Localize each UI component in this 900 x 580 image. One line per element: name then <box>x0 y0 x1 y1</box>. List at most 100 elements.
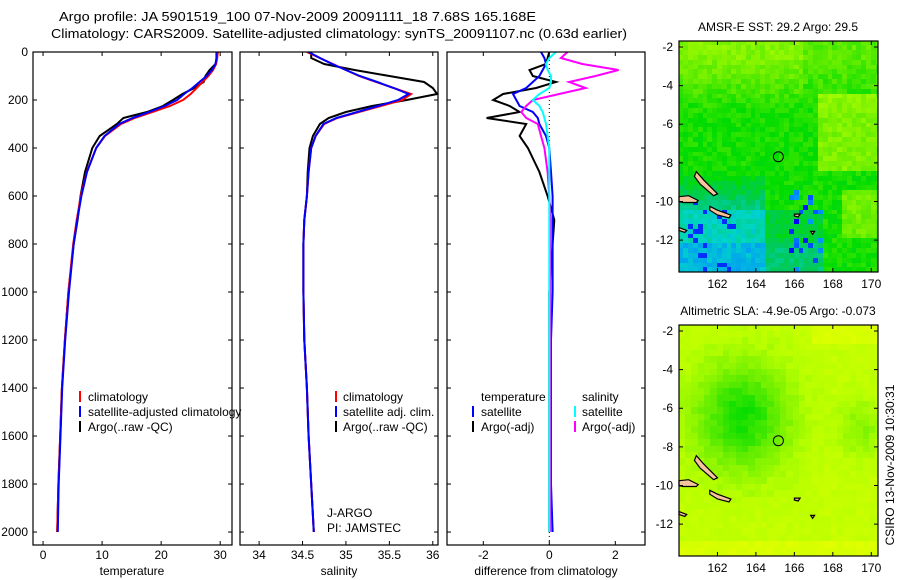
map-y-tick-label: -2 <box>662 324 673 338</box>
data-center-label: J-ARGO <box>327 506 372 520</box>
temperature-legend: climatology satellite-adjusted climatolo… <box>79 390 241 434</box>
sla-map-title: Altimetric SLA: -4.9e-05 Argo: -0.073 <box>680 304 876 318</box>
island-landmass <box>809 230 816 236</box>
map-y-tick-label: -8 <box>662 156 673 170</box>
island-landmass <box>709 205 732 219</box>
legend-marker-satellite <box>79 406 81 417</box>
map-x-tick-label: 168 <box>823 561 843 575</box>
legend-label: satellite <box>582 405 623 419</box>
map-x-tick-label: 164 <box>746 561 766 575</box>
legend-marker-climatology <box>79 391 81 402</box>
x-tick-label: 34.5 <box>291 548 315 562</box>
series-layer <box>56 52 619 545</box>
x-tick-label: 30 <box>214 548 228 562</box>
difference-series-salinity-satellite <box>531 52 557 532</box>
y-tick-label: 200 <box>8 93 28 107</box>
map-x-tick-label: 168 <box>823 277 843 291</box>
island-landmass <box>693 454 719 481</box>
map-x-tick-label: 162 <box>707 561 727 575</box>
salinity-series-group <box>302 52 438 533</box>
y-tick-label: 0 <box>21 45 28 59</box>
legend-label: Argo(-adj) <box>481 420 534 434</box>
y-tick-label: 400 <box>8 141 28 155</box>
island-landmass <box>678 510 688 518</box>
pi-label: PI: JAMSTEC <box>327 521 401 535</box>
legend-marker-argo <box>79 421 81 432</box>
legend-label: Argo(..raw -QC) <box>343 420 428 434</box>
temperature-series-satellite-adjusted-climatology <box>56 52 218 533</box>
island-landmass <box>693 170 719 197</box>
temperature-series-argo-raw-qc- <box>56 52 219 533</box>
x-tick-label: 2 <box>612 548 619 562</box>
legend-marker-climatology <box>335 391 337 402</box>
legend-header-salinity: salinity <box>582 390 619 404</box>
legend-marker-argo <box>335 421 337 432</box>
salinity-legend: climatology satellite adj. clim. Argo(..… <box>335 390 434 434</box>
difference-xlabel: difference from climatology <box>474 564 617 578</box>
map-y-tick-label: -10 <box>656 195 674 209</box>
map-y-tick-label: -4 <box>662 79 673 93</box>
sla-map-field <box>679 325 878 556</box>
sst-map-field <box>679 41 878 272</box>
island-landmass <box>793 213 802 218</box>
x-tick-label: 20 <box>154 548 168 562</box>
x-tick-label: 36 <box>426 548 440 562</box>
map-x-tick-label: 166 <box>784 561 804 575</box>
map-y-tick-label: -12 <box>656 517 674 531</box>
x-tick-label: 0 <box>546 548 553 562</box>
map-x-tick-label: 162 <box>707 277 727 291</box>
map-x-tick-label: 164 <box>746 277 766 291</box>
legend-marker-satellite <box>335 406 337 417</box>
sst-map-title: AMSR-E SST: 29.2 Argo: 29.5 <box>698 20 858 34</box>
island-landmass <box>709 489 732 503</box>
island-landmass <box>678 226 688 234</box>
map-x-tick-label: 170 <box>861 561 881 575</box>
salinity-xlabel: salinity <box>321 564 358 578</box>
map-x-tick-label: 170 <box>861 277 881 291</box>
salinity-series-satellite-adj-clim- <box>302 52 411 533</box>
sla-map: 162 164 166 168 170 -2 -4 -6 -8 -10 -12 <box>656 324 882 575</box>
difference-legend: temperature salinity satellite Argo(-adj… <box>472 390 635 434</box>
map-y-tick-label: -8 <box>662 440 673 454</box>
legend-label: satellite adj. clim. <box>343 405 434 419</box>
map-y-tick-label: -10 <box>656 479 674 493</box>
float-position-marker <box>772 435 784 447</box>
legend-marker-temp-argo <box>472 421 474 432</box>
figure-title-line2: Climatology: CARS2009. Satellite-adjuste… <box>51 26 627 41</box>
legend-label: satellite-adjusted climatology <box>88 405 241 419</box>
map-y-tick-label: -6 <box>662 401 673 415</box>
footer-timestamp: CSIRO 13-Nov-2009 10:30:31 <box>883 384 897 545</box>
legend-label: climatology <box>343 390 403 404</box>
salinity-plot-frame <box>239 51 439 546</box>
y-tick-label: 800 <box>8 237 28 251</box>
x-tick-label: 35.5 <box>378 548 402 562</box>
axes-layer: 0 10 20 30020040060080010001200140016001800… <box>1 45 646 562</box>
float-position-marker <box>772 151 784 163</box>
y-tick-label: 1000 <box>1 285 28 299</box>
y-tick-label: 1800 <box>1 477 28 491</box>
sla-map-frame <box>678 324 879 557</box>
y-tick-label: 1400 <box>1 381 28 395</box>
x-tick-label: -2 <box>478 548 489 562</box>
x-tick-label: 34 <box>252 548 266 562</box>
map-y-tick-label: -4 <box>662 363 673 377</box>
island-landmass <box>809 514 816 520</box>
y-tick-label: 600 <box>8 189 28 203</box>
x-tick-label: 0 <box>40 548 47 562</box>
legend-label: Argo(..raw -QC) <box>88 420 173 434</box>
island-landmass <box>793 497 802 502</box>
temperature-series-group <box>56 52 219 533</box>
x-tick-label: 35 <box>339 548 353 562</box>
difference-series-group <box>486 52 619 545</box>
y-tick-label: 1200 <box>1 333 28 347</box>
map-x-tick-label: 166 <box>784 277 804 291</box>
difference-series-salinity-argo-adj- <box>520 52 619 532</box>
map-y-tick-label: -12 <box>656 233 674 247</box>
sst-map-frame <box>678 40 879 273</box>
legend-header-temperature: temperature <box>481 390 546 404</box>
x-tick-label: 10 <box>95 548 109 562</box>
temperature-plot-frame <box>32 51 233 546</box>
temperature-xlabel: temperature <box>100 564 165 578</box>
